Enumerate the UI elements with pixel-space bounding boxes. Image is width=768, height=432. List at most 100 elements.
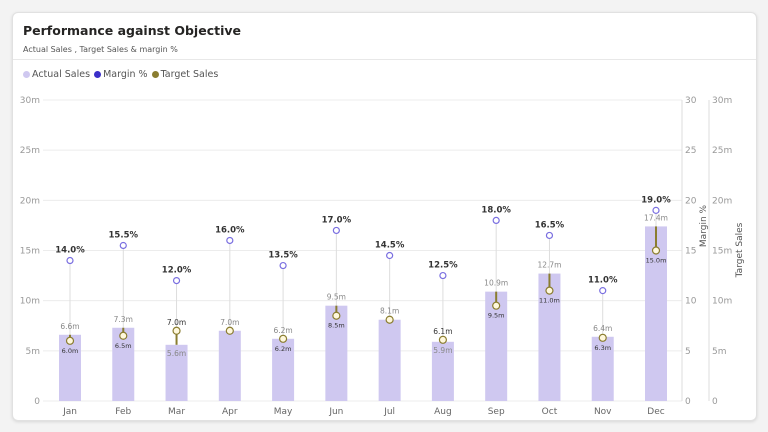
actual-label: 6.6m — [60, 322, 79, 331]
y-margin-tick: 10 — [685, 297, 697, 307]
target-label: 6.3m — [594, 344, 611, 352]
target-marker — [438, 335, 448, 344]
margin-label: 11.0% — [588, 276, 618, 286]
y-margin-tick: 0 — [685, 397, 691, 407]
margin-label: 13.5% — [268, 251, 298, 261]
y-target-tick: 0 — [712, 397, 718, 407]
y-margin-tick: 20 — [685, 196, 697, 206]
y-margin-tick: 30 — [685, 96, 697, 106]
actual-label: 10.9m — [484, 279, 508, 288]
y-margin-label: Margin % — [699, 204, 709, 247]
bar-actual-sales — [112, 327, 135, 401]
x-tick: Dec — [647, 407, 664, 417]
y-left-tick: 25m — [20, 146, 40, 156]
chart-subtitle: Actual Sales , Target Sales & margin % — [23, 45, 178, 54]
margin-label: 15.5% — [109, 230, 139, 240]
y-margin-tick: 5 — [685, 347, 691, 357]
target-label: 11.0m — [539, 297, 560, 305]
bar-actual-sales — [218, 330, 241, 401]
y-left-tick: 0 — [34, 397, 40, 407]
x-tick: Oct — [542, 407, 558, 417]
target-label: 6.0m — [62, 347, 79, 355]
actual-label: 9.5m — [327, 293, 346, 302]
target-marker — [598, 333, 607, 342]
x-tick: Apr — [222, 407, 238, 417]
target-marker — [385, 315, 394, 324]
x-tick: Jun — [328, 407, 343, 417]
y-target-label: Target Sales — [735, 222, 745, 278]
y-target-tick: 10m — [712, 297, 732, 307]
legend-dot-icon — [23, 71, 30, 78]
margin-label: 14.5% — [375, 241, 405, 251]
y-left-tick: 10m — [20, 297, 40, 307]
actual-label: 6.4m — [593, 324, 612, 333]
legend-dot-icon — [151, 71, 159, 78]
margin-marker — [332, 226, 340, 235]
target-label: 8.5m — [328, 322, 345, 330]
margin-label: 12.5% — [428, 261, 458, 271]
x-tick: Nov — [594, 407, 612, 417]
target-label: 7.0m — [167, 318, 186, 327]
target-marker — [332, 311, 341, 320]
margin-marker — [439, 271, 447, 280]
target-label: 6.2m — [275, 345, 292, 353]
margin-marker — [386, 251, 394, 260]
x-tick: Aug — [434, 407, 452, 417]
margin-label: 18.0% — [481, 205, 511, 215]
margin-label: 14.0% — [55, 246, 85, 256]
target-marker — [119, 331, 128, 340]
margin-label: 16.0% — [215, 225, 245, 235]
legend: Actual Sales Margin % Target Sales — [23, 69, 218, 80]
actual-label: 8.1m — [380, 307, 399, 316]
margin-label: 19.0% — [641, 195, 671, 205]
bar-actual-sales — [645, 226, 667, 401]
x-tick: Sep — [488, 407, 505, 417]
y-margin-tick: 25 — [685, 146, 696, 156]
x-tick: Jan — [62, 407, 77, 417]
bar-actual-sales — [538, 273, 561, 401]
actual-label: 5.9m — [433, 346, 452, 355]
target-marker — [545, 286, 554, 295]
x-tick: Jul — [383, 407, 395, 417]
legend-dot-icon — [94, 71, 102, 78]
legend-target-sales[interactable]: Target Sales — [151, 69, 219, 80]
margin-marker — [172, 277, 181, 285]
target-marker — [492, 301, 501, 310]
legend-actual-sales[interactable]: Actual Sales — [23, 69, 90, 80]
bar-actual-sales — [272, 338, 295, 401]
margin-marker — [492, 216, 500, 224]
divider — [13, 59, 756, 60]
y-target-tick: 25m — [712, 146, 732, 156]
y-target-tick: 20m — [712, 196, 732, 206]
y-left-tick: 15m — [20, 247, 40, 257]
margin-marker — [599, 287, 607, 295]
bar-actual-sales — [165, 344, 188, 401]
margin-marker — [226, 236, 234, 245]
actual-label: 17.4m — [644, 213, 668, 222]
chart-title: Performance against Objective — [23, 23, 241, 38]
margin-marker — [66, 256, 74, 265]
actual-label: 7.3m — [114, 315, 133, 324]
target-marker — [65, 336, 75, 345]
y-target-tick: 30m — [712, 96, 732, 106]
y-left-tick: 30m — [20, 96, 40, 106]
margin-label: 16.5% — [535, 220, 565, 230]
bar-actual-sales — [431, 341, 454, 401]
legend-label: Margin % — [103, 69, 148, 80]
y-left-tick: 5m — [26, 347, 41, 357]
y-margin-tick: 15 — [685, 247, 696, 257]
margin-marker — [652, 206, 660, 214]
legend-margin[interactable]: Margin % — [94, 69, 148, 80]
target-label: 6.5m — [115, 342, 132, 350]
margin-marker — [279, 261, 287, 270]
actual-label: 6.2m — [273, 326, 292, 335]
margin-label: 12.0% — [162, 266, 192, 276]
legend-label: Target Sales — [160, 69, 219, 80]
x-tick: May — [274, 407, 293, 417]
target-label: 9.5m — [488, 312, 505, 320]
y-left-tick: 20m — [20, 196, 40, 206]
legend-label: Actual Sales — [32, 69, 91, 80]
x-tick: Mar — [168, 407, 185, 417]
margin-marker — [119, 241, 127, 250]
margin-label: 17.0% — [322, 215, 352, 225]
